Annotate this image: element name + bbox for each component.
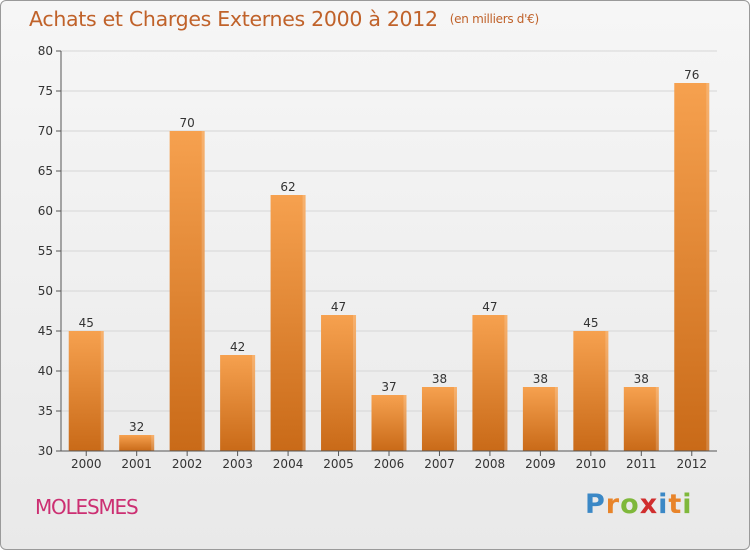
value-label-2001: 32 (129, 420, 144, 434)
bar-2007 (421, 387, 457, 451)
x-tick-label-2003: 2003 (222, 457, 253, 471)
bar-2001 (119, 435, 155, 451)
y-tick-label-30: 30 (38, 444, 53, 458)
y-tick-label-60: 60 (38, 204, 53, 218)
axes (56, 50, 717, 456)
commune-name: MOLESMES (35, 495, 139, 519)
x-tick-label-2011: 2011 (626, 457, 657, 471)
x-tick-label-2004: 2004 (273, 457, 304, 471)
x-tick-label-2005: 2005 (323, 457, 354, 471)
x-tick-label-2010: 2010 (576, 457, 607, 471)
bar-shine-2004 (302, 195, 306, 451)
chart-title-text: Achats et Charges Externes 2000 à 2012 (29, 7, 438, 31)
chart-unit: (en milliers d'€) (449, 12, 539, 26)
x-tick-label-2000: 2000 (71, 457, 102, 471)
bar-2009 (522, 387, 558, 451)
x-tick-label-2008: 2008 (475, 457, 506, 471)
logo-letter: t (668, 489, 683, 520)
value-label-2010: 45 (583, 316, 598, 330)
value-label-2003: 42 (230, 340, 245, 354)
y-tick-label-75: 75 (38, 84, 53, 98)
value-label-2012: 76 (684, 68, 699, 82)
y-tick-label-80: 80 (38, 44, 53, 58)
y-tick-label-50: 50 (38, 284, 53, 298)
y-tick-label-55: 55 (38, 244, 53, 258)
bar-shine-2009 (554, 387, 558, 451)
bar-shine-2001 (151, 435, 155, 451)
bar-2006 (371, 395, 407, 451)
bar-2011 (623, 387, 659, 451)
bar-shine-2007 (453, 387, 457, 451)
value-label-2007: 38 (432, 372, 447, 386)
y-tick-label-70: 70 (38, 124, 53, 138)
x-tick-label-2001: 2001 (121, 457, 152, 471)
bars (68, 83, 710, 451)
value-label-2004: 62 (280, 180, 295, 194)
bar-shine-2006 (403, 395, 407, 451)
bar-shine-2008 (504, 315, 508, 451)
bar-2010 (573, 331, 609, 451)
y-tick-label-45: 45 (38, 324, 53, 338)
bar-shine-2012 (706, 83, 710, 451)
x-tick-label-2009: 2009 (525, 457, 556, 471)
value-label-2005: 47 (331, 300, 346, 314)
bar-2012 (674, 83, 710, 451)
bar-2000 (68, 331, 104, 451)
bar-shine-2002 (201, 131, 205, 451)
bar-2008 (472, 315, 508, 451)
bar-2002 (169, 131, 205, 451)
value-label-2008: 47 (482, 300, 497, 314)
value-label-2006: 37 (381, 380, 396, 394)
grid-lines (61, 50, 717, 412)
bar-shine-2000 (100, 331, 104, 451)
x-tick-label-2007: 2007 (424, 457, 455, 471)
y-tick-label-65: 65 (38, 164, 53, 178)
y-tick-label-35: 35 (38, 404, 53, 418)
chart-title: Achats et Charges Externes 2000 à 2012 (e… (29, 7, 539, 31)
value-label-2009: 38 (533, 372, 548, 386)
logo-letter: P (585, 489, 606, 520)
logo-letter: i (658, 489, 669, 520)
logo-letter: i (682, 489, 693, 520)
bar-shine-2011 (655, 387, 659, 451)
bar-shine-2003 (252, 355, 256, 451)
logo-letter: r (605, 489, 621, 520)
bar-2004 (270, 195, 306, 451)
labels: 30 35 40 45 50 55 60 65 70 75 80 45 2000 32 2001 70 2002… (38, 44, 707, 471)
value-label-2002: 70 (180, 116, 195, 130)
proxiti-logo[interactable]: Proxiti (585, 489, 693, 520)
x-tick-label-2002: 2002 (172, 457, 203, 471)
bar-shine-2010 (605, 331, 609, 451)
y-tick-label-40: 40 (38, 364, 53, 378)
bar-2005 (321, 315, 357, 451)
x-tick-label-2006: 2006 (374, 457, 405, 471)
logo-letter: x (639, 489, 659, 520)
value-label-2011: 38 (634, 372, 649, 386)
bar-2003 (220, 355, 256, 451)
logo-letter: o (620, 489, 640, 520)
bar-shine-2005 (353, 315, 357, 451)
x-tick-label-2012: 2012 (676, 457, 707, 471)
value-label-2000: 45 (79, 316, 94, 330)
